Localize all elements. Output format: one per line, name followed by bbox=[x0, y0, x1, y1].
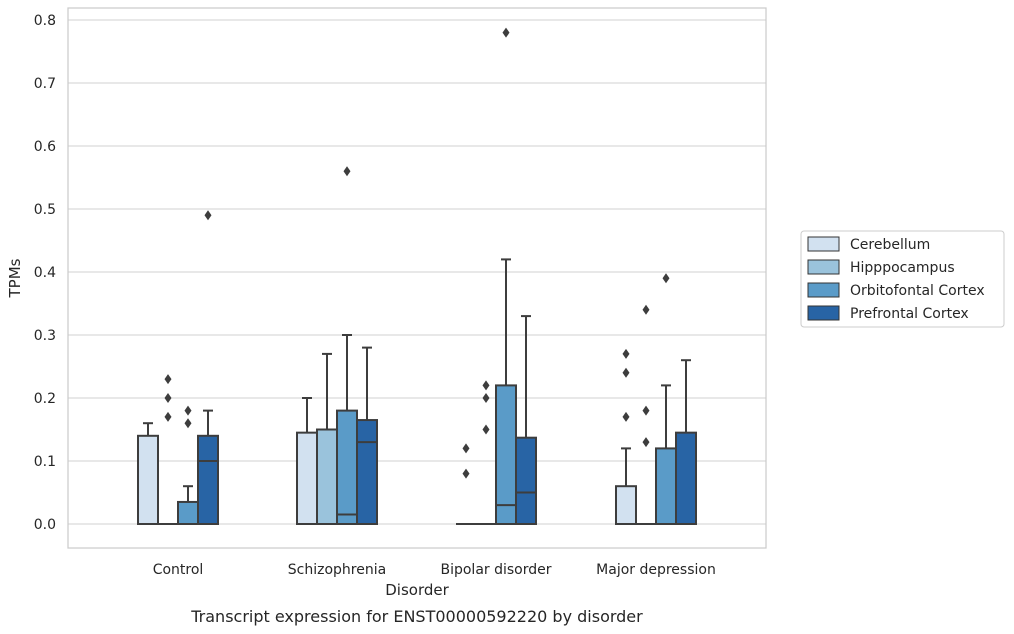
box-orbitofontal-cortex bbox=[177, 405, 199, 526]
box-rect bbox=[515, 436, 537, 525]
y-tick-label: 0.2 bbox=[34, 391, 56, 407]
outlier-point bbox=[502, 27, 510, 38]
outlier-point bbox=[642, 405, 650, 416]
box-prefrontal-cortex bbox=[515, 315, 537, 525]
box-hipppocampus bbox=[158, 374, 178, 525]
y-tick-label: 0.8 bbox=[34, 13, 56, 29]
box-prefrontal-cortex bbox=[675, 359, 697, 525]
box-rect bbox=[495, 384, 517, 525]
outlier-point bbox=[164, 393, 172, 403]
outlier-point bbox=[662, 273, 670, 284]
plot-frame bbox=[67, 7, 767, 549]
category-group bbox=[615, 273, 697, 526]
legend-swatch bbox=[807, 259, 840, 275]
outlier-point bbox=[622, 367, 630, 378]
y-tick-label: 0.0 bbox=[34, 517, 56, 533]
outlier-point bbox=[642, 304, 650, 315]
outlier-point bbox=[184, 405, 192, 416]
box-rect bbox=[177, 500, 199, 526]
x-axis-title: Disorder bbox=[385, 581, 449, 599]
legend-label: Orbitofontal Cortex bbox=[850, 283, 985, 299]
x-axis-ticks: Control Schizophrenia Bipolar disorder Majo… bbox=[153, 562, 716, 578]
y-axis-ticks: 0.0 0.1 0.2 0.3 0.4 0.5 0.6 0.7 0.8 bbox=[34, 13, 56, 533]
outlier-point bbox=[462, 443, 470, 454]
box-orbitofontal-cortex bbox=[336, 166, 358, 526]
box-rect bbox=[137, 434, 159, 525]
box-rect bbox=[356, 419, 378, 525]
outlier-point bbox=[184, 418, 192, 429]
y-axis-title: TPMs bbox=[6, 258, 24, 298]
outlier-point bbox=[622, 348, 630, 359]
outlier-point bbox=[622, 411, 630, 422]
legend-label: Prefrontal Cortex bbox=[850, 306, 969, 322]
y-tick-label: 0.1 bbox=[34, 454, 56, 470]
box-rect bbox=[296, 431, 318, 525]
y-tick-label: 0.7 bbox=[34, 76, 56, 92]
y-tick-label: 0.4 bbox=[34, 265, 56, 281]
legend-frame bbox=[800, 230, 1005, 328]
outlier-point bbox=[164, 411, 172, 422]
legend-label: Cerebellum bbox=[850, 237, 930, 253]
x-tick-label: Major depression bbox=[596, 562, 716, 578]
outlier-point bbox=[343, 166, 351, 177]
legend: Cerebellum Hipppocampus Orbitofontal Corte… bbox=[800, 230, 1005, 328]
outlier-point bbox=[642, 437, 650, 448]
legend-swatch bbox=[807, 282, 840, 298]
box-groups bbox=[137, 27, 697, 526]
box-rect bbox=[615, 485, 637, 526]
box-rect bbox=[316, 428, 338, 525]
plot-area bbox=[68, 8, 766, 548]
box-orbitofontal-cortex bbox=[495, 27, 517, 525]
outlier-point bbox=[482, 393, 490, 403]
x-tick-label: Bipolar disorder bbox=[440, 562, 551, 578]
legend-swatch bbox=[807, 305, 840, 321]
category-group bbox=[296, 166, 378, 526]
outlier-point bbox=[482, 380, 490, 391]
box-hipppocampus bbox=[476, 380, 496, 525]
chart-caption: Transcript expression for ENST0000059222… bbox=[190, 607, 643, 626]
box-cerebellum bbox=[615, 348, 637, 526]
box-rect bbox=[675, 431, 697, 525]
box-rect bbox=[655, 447, 677, 525]
outlier-point bbox=[462, 468, 470, 479]
y-tick-label: 0.5 bbox=[34, 202, 56, 218]
x-tick-label: Schizophrenia bbox=[288, 562, 386, 578]
x-tick-label: Control bbox=[153, 562, 204, 578]
legend-swatch bbox=[807, 236, 840, 252]
box-rect bbox=[197, 434, 219, 525]
box-prefrontal-cortex bbox=[356, 346, 378, 525]
box-prefrontal-cortex bbox=[197, 210, 219, 525]
legend-label: Hipppocampus bbox=[850, 260, 955, 276]
box-hipppocampus bbox=[636, 304, 656, 525]
outlier-point bbox=[164, 374, 172, 385]
y-tick-label: 0.6 bbox=[34, 139, 56, 155]
category-group bbox=[137, 210, 219, 526]
box-rect bbox=[336, 409, 358, 526]
box-cerebellum bbox=[137, 422, 159, 525]
y-tick-label: 0.3 bbox=[34, 328, 56, 344]
box-cerebellum bbox=[456, 443, 476, 525]
category-group bbox=[456, 27, 537, 525]
outlier-point bbox=[482, 424, 490, 435]
outlier-point bbox=[204, 210, 212, 221]
